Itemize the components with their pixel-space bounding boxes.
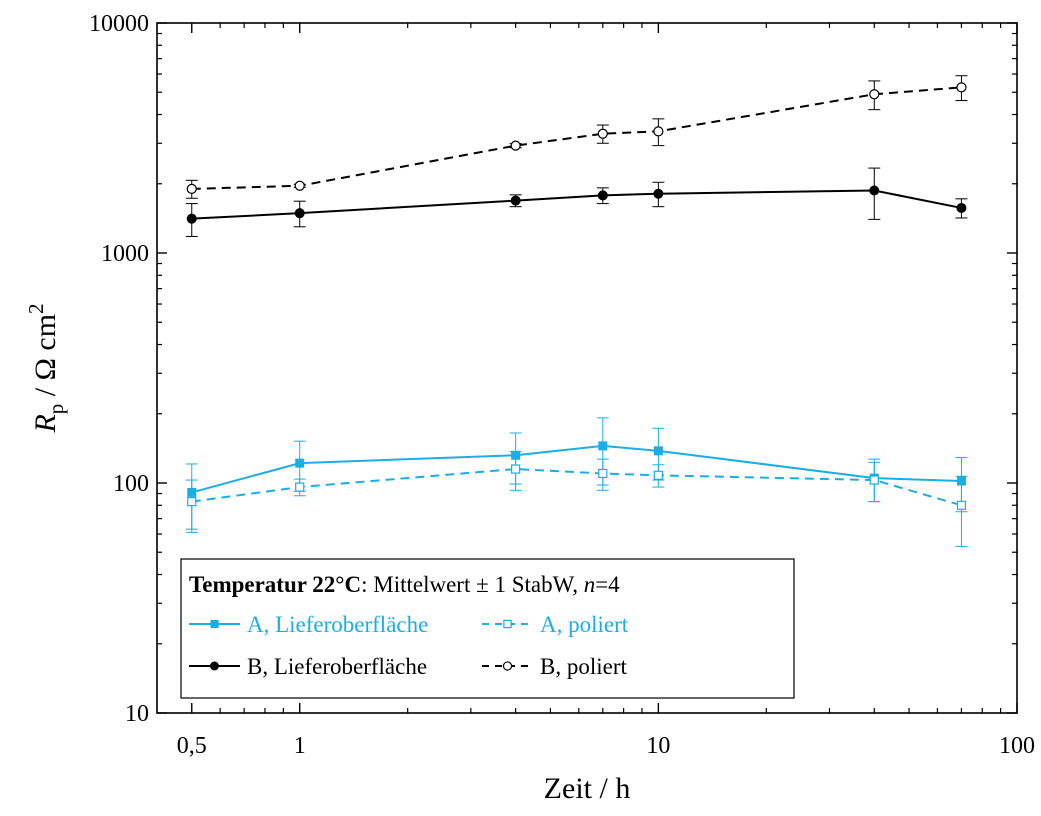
y-tick-label: 1000 (101, 241, 149, 267)
data-point (187, 497, 197, 507)
legend-swatch-marker (503, 619, 512, 629)
y-axis-title-unit: / Ω cm (29, 314, 62, 404)
data-point (187, 487, 197, 497)
data-point (597, 128, 608, 139)
legend-title: Temperatur 22°C: Mittelwert ± 1 StabW, n… (189, 572, 620, 597)
y-tick-label: 10000 (89, 11, 149, 37)
series-markers (186, 82, 967, 510)
legend-label: A, Lieferoberfläche (247, 612, 428, 637)
x-tick-label: 100 (999, 733, 1035, 759)
data-point (869, 475, 879, 485)
data-point (598, 441, 608, 451)
plot-frame (156, 22, 1018, 714)
data-point (869, 185, 880, 196)
data-point (956, 500, 967, 510)
data-point (511, 464, 521, 474)
legend-label: A, poliert (540, 612, 629, 637)
data-point (511, 450, 521, 460)
data-point (956, 202, 967, 213)
series-line-0 (191, 444, 962, 494)
legend-title-n-value: =4 (595, 572, 620, 597)
data-point (653, 188, 664, 199)
legend-title-n: n (584, 572, 596, 597)
data-point (186, 213, 197, 224)
data-point (653, 470, 663, 480)
x-tick-label: 10 (646, 733, 670, 759)
x-tick-label: 0,5 (177, 733, 207, 759)
data-point (510, 140, 521, 151)
data-point (956, 476, 966, 486)
legend-title-rest: : Mittelwert ± 1 StabW, (361, 572, 584, 597)
series-lines (191, 86, 962, 507)
data-point (956, 82, 967, 93)
data-point (295, 458, 305, 468)
legend-box (180, 558, 795, 699)
y-tick-label: 10 (125, 701, 149, 727)
legend-entries: A, Lieferoberfläche A, poliert B, Lieferob… (189, 612, 629, 679)
data-point (294, 208, 305, 219)
legend-swatch-marker (502, 661, 513, 671)
y-axis-title-superscript: 2 (24, 303, 48, 314)
data-point (510, 195, 521, 206)
y-axis-title-symbol: R (29, 414, 62, 433)
legend-label: B, Lieferoberfläche (247, 654, 427, 679)
legend: Temperatur 22°C: Mittelwert ± 1 StabW, n… (180, 558, 795, 699)
data-point (653, 126, 664, 137)
y-axis-title-subscript: p (44, 404, 68, 415)
x-tick-label: 1 (294, 733, 306, 759)
y-tick-label: 100 (113, 471, 149, 497)
legend-label: B, poliert (540, 654, 627, 679)
legend-title-bold: Temperatur 22°C (189, 572, 361, 597)
data-point (295, 482, 305, 492)
data-point (294, 180, 305, 191)
x-axis-title: Zeit / h (544, 772, 631, 805)
legend-swatch-marker (210, 619, 219, 629)
series-line-3 (191, 86, 962, 190)
data-point (869, 89, 880, 100)
axes (156, 22, 1018, 714)
data-point (653, 446, 663, 456)
data-point (186, 183, 197, 194)
data-point (597, 190, 608, 201)
data-point (598, 468, 608, 479)
series-line-2 (191, 189, 962, 220)
legend-swatch-marker (210, 661, 219, 671)
tick-labels: 0,5 1 10 100 10 100 1000 10000 (89, 11, 1035, 759)
y-axis-title: Rp / Ω cm2 (24, 303, 68, 433)
